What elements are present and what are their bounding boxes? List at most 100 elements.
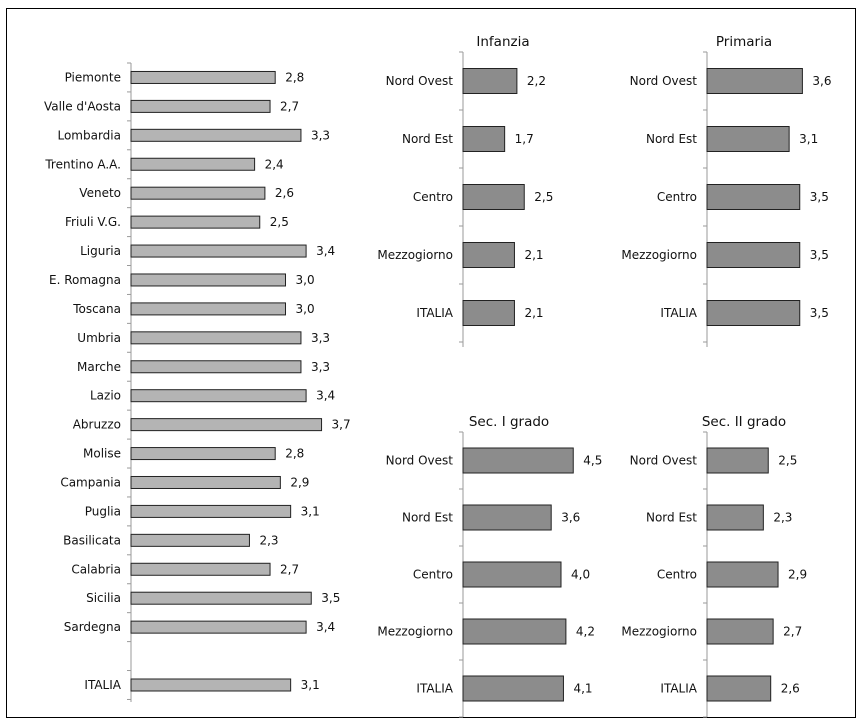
bar	[462, 504, 552, 531]
bar	[462, 447, 574, 474]
category-label: Valle d'Aosta	[44, 99, 121, 113]
bar	[130, 302, 286, 316]
category-label: Lombardia	[57, 128, 121, 142]
data-label: 4,2	[576, 625, 595, 639]
category-label: Piemonte	[65, 70, 121, 84]
bar	[462, 618, 567, 645]
bar	[130, 186, 266, 200]
category-label: ITALIA	[84, 678, 121, 692]
data-label: 3,3	[311, 331, 330, 345]
bar	[130, 99, 271, 113]
bar	[706, 242, 801, 268]
bar	[130, 533, 250, 547]
category-label: Calabria	[71, 562, 121, 576]
bar	[706, 126, 790, 152]
bar	[462, 126, 506, 152]
category-label: Lazio	[90, 389, 121, 403]
data-label: 3,0	[296, 302, 315, 316]
category-label: ITALIA	[416, 306, 453, 320]
data-label: 3,5	[321, 591, 340, 605]
bar	[130, 447, 276, 461]
bar	[130, 273, 286, 287]
data-label: 2,5	[534, 190, 553, 204]
bar	[706, 561, 779, 588]
bar	[130, 215, 261, 229]
category-label: Centro	[413, 568, 453, 582]
data-label: 2,3	[259, 533, 278, 547]
bar	[130, 157, 256, 171]
bar	[130, 244, 307, 258]
data-label: 3,0	[296, 273, 315, 287]
category-label: Nord Ovest	[386, 74, 454, 88]
data-label: 3,5	[810, 306, 829, 320]
category-label: Liguria	[80, 244, 121, 258]
data-label: 2,7	[783, 625, 802, 639]
panel-title: Sec. I grado	[469, 414, 549, 430]
category-label: Trentino A.A.	[44, 157, 121, 171]
category-label: Sardegna	[64, 620, 121, 634]
category-label: Nord Est	[402, 511, 453, 525]
data-label: 2,6	[781, 682, 800, 696]
bar	[706, 675, 772, 702]
category-label: Nord Ovest	[630, 74, 698, 88]
data-label: 3,3	[311, 128, 330, 142]
bar	[706, 447, 769, 474]
data-label: 2,8	[285, 70, 304, 84]
data-label: 2,4	[265, 157, 284, 171]
category-label: Mezzogiorno	[377, 248, 453, 262]
bar	[462, 242, 515, 268]
category-label: Toscana	[72, 302, 121, 316]
category-label: Abruzzo	[73, 418, 121, 432]
data-label: 4,1	[573, 682, 592, 696]
bar	[130, 418, 323, 432]
data-label: 3,6	[561, 511, 580, 525]
category-label: Nord Ovest	[386, 454, 454, 468]
category-label: Nord Est	[646, 511, 697, 525]
data-label: 2,3	[773, 511, 792, 525]
bar	[130, 591, 312, 605]
category-label: Puglia	[85, 504, 121, 518]
bar	[706, 184, 801, 210]
category-label: ITALIA	[416, 682, 453, 696]
bar	[462, 184, 525, 210]
category-label: Mezzogiorno	[621, 248, 697, 262]
bar	[706, 300, 801, 326]
bar	[462, 68, 518, 94]
bar	[130, 70, 276, 84]
bar	[462, 675, 564, 702]
category-label: Centro	[413, 190, 453, 204]
data-label: 1,7	[515, 132, 534, 146]
bar	[130, 128, 302, 142]
bar	[130, 360, 302, 374]
category-label: Nord Est	[646, 132, 697, 146]
data-label: 2,5	[778, 454, 797, 468]
bar	[130, 504, 292, 518]
bar	[130, 678, 292, 692]
data-label: 3,1	[301, 678, 320, 692]
category-label: Basilicata	[63, 533, 121, 547]
bar	[706, 504, 764, 531]
data-label: 2,2	[527, 74, 546, 88]
data-label: 3,1	[301, 504, 320, 518]
category-label: Molise	[83, 447, 121, 461]
data-label: 4,0	[571, 568, 590, 582]
category-label: Mezzogiorno	[377, 625, 453, 639]
panel-title: Infanzia	[476, 34, 529, 50]
bar	[462, 300, 515, 326]
data-label: 3,4	[316, 389, 335, 403]
data-label: 3,3	[311, 360, 330, 374]
data-label: 3,4	[316, 244, 335, 258]
data-label: 2,9	[788, 568, 807, 582]
category-label: Friuli V.G.	[65, 215, 121, 229]
data-label: 2,5	[270, 215, 289, 229]
data-label: 2,7	[280, 99, 299, 113]
category-label: Marche	[77, 360, 121, 374]
category-label: Nord Ovest	[630, 454, 698, 468]
panel-title: Sec. II grado	[702, 414, 786, 430]
bar	[130, 389, 307, 403]
category-label: Mezzogiorno	[621, 625, 697, 639]
category-label: ITALIA	[660, 682, 697, 696]
bar	[130, 331, 302, 345]
data-label: 2,1	[524, 248, 543, 262]
